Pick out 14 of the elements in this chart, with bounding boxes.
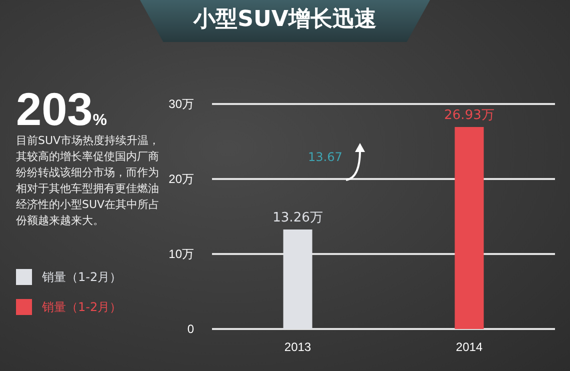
text: 203% (16, 82, 107, 135)
data-label: 13.26万 (272, 210, 323, 226)
data-label: 26.93万 (444, 108, 494, 124)
legend-label: 销量（1-2月） (42, 298, 122, 316)
y-tick-label: 20万 (168, 172, 194, 186)
y-tick-label: 0 (187, 322, 194, 336)
text: 目前SUV市场热度持续升温，其较高的增长率促使国内厂商纷纷转战该细分市场，而作为相对于其他车型拥有更佳燃油经济性的小型SUV在其中所占份额越来越来大。 (16, 133, 161, 229)
x-tick-label: 2013 (284, 340, 312, 354)
annotation: 13.67 (308, 150, 342, 164)
y-tick-label: 30万 (168, 97, 194, 111)
y-tick-label: 10万 (168, 247, 194, 261)
x-tick-label: 2014 (456, 340, 483, 354)
chart-title: 小型SUV增长迅速 (192, 6, 378, 34)
legend-label: 销量（1-2月） (42, 268, 122, 286)
